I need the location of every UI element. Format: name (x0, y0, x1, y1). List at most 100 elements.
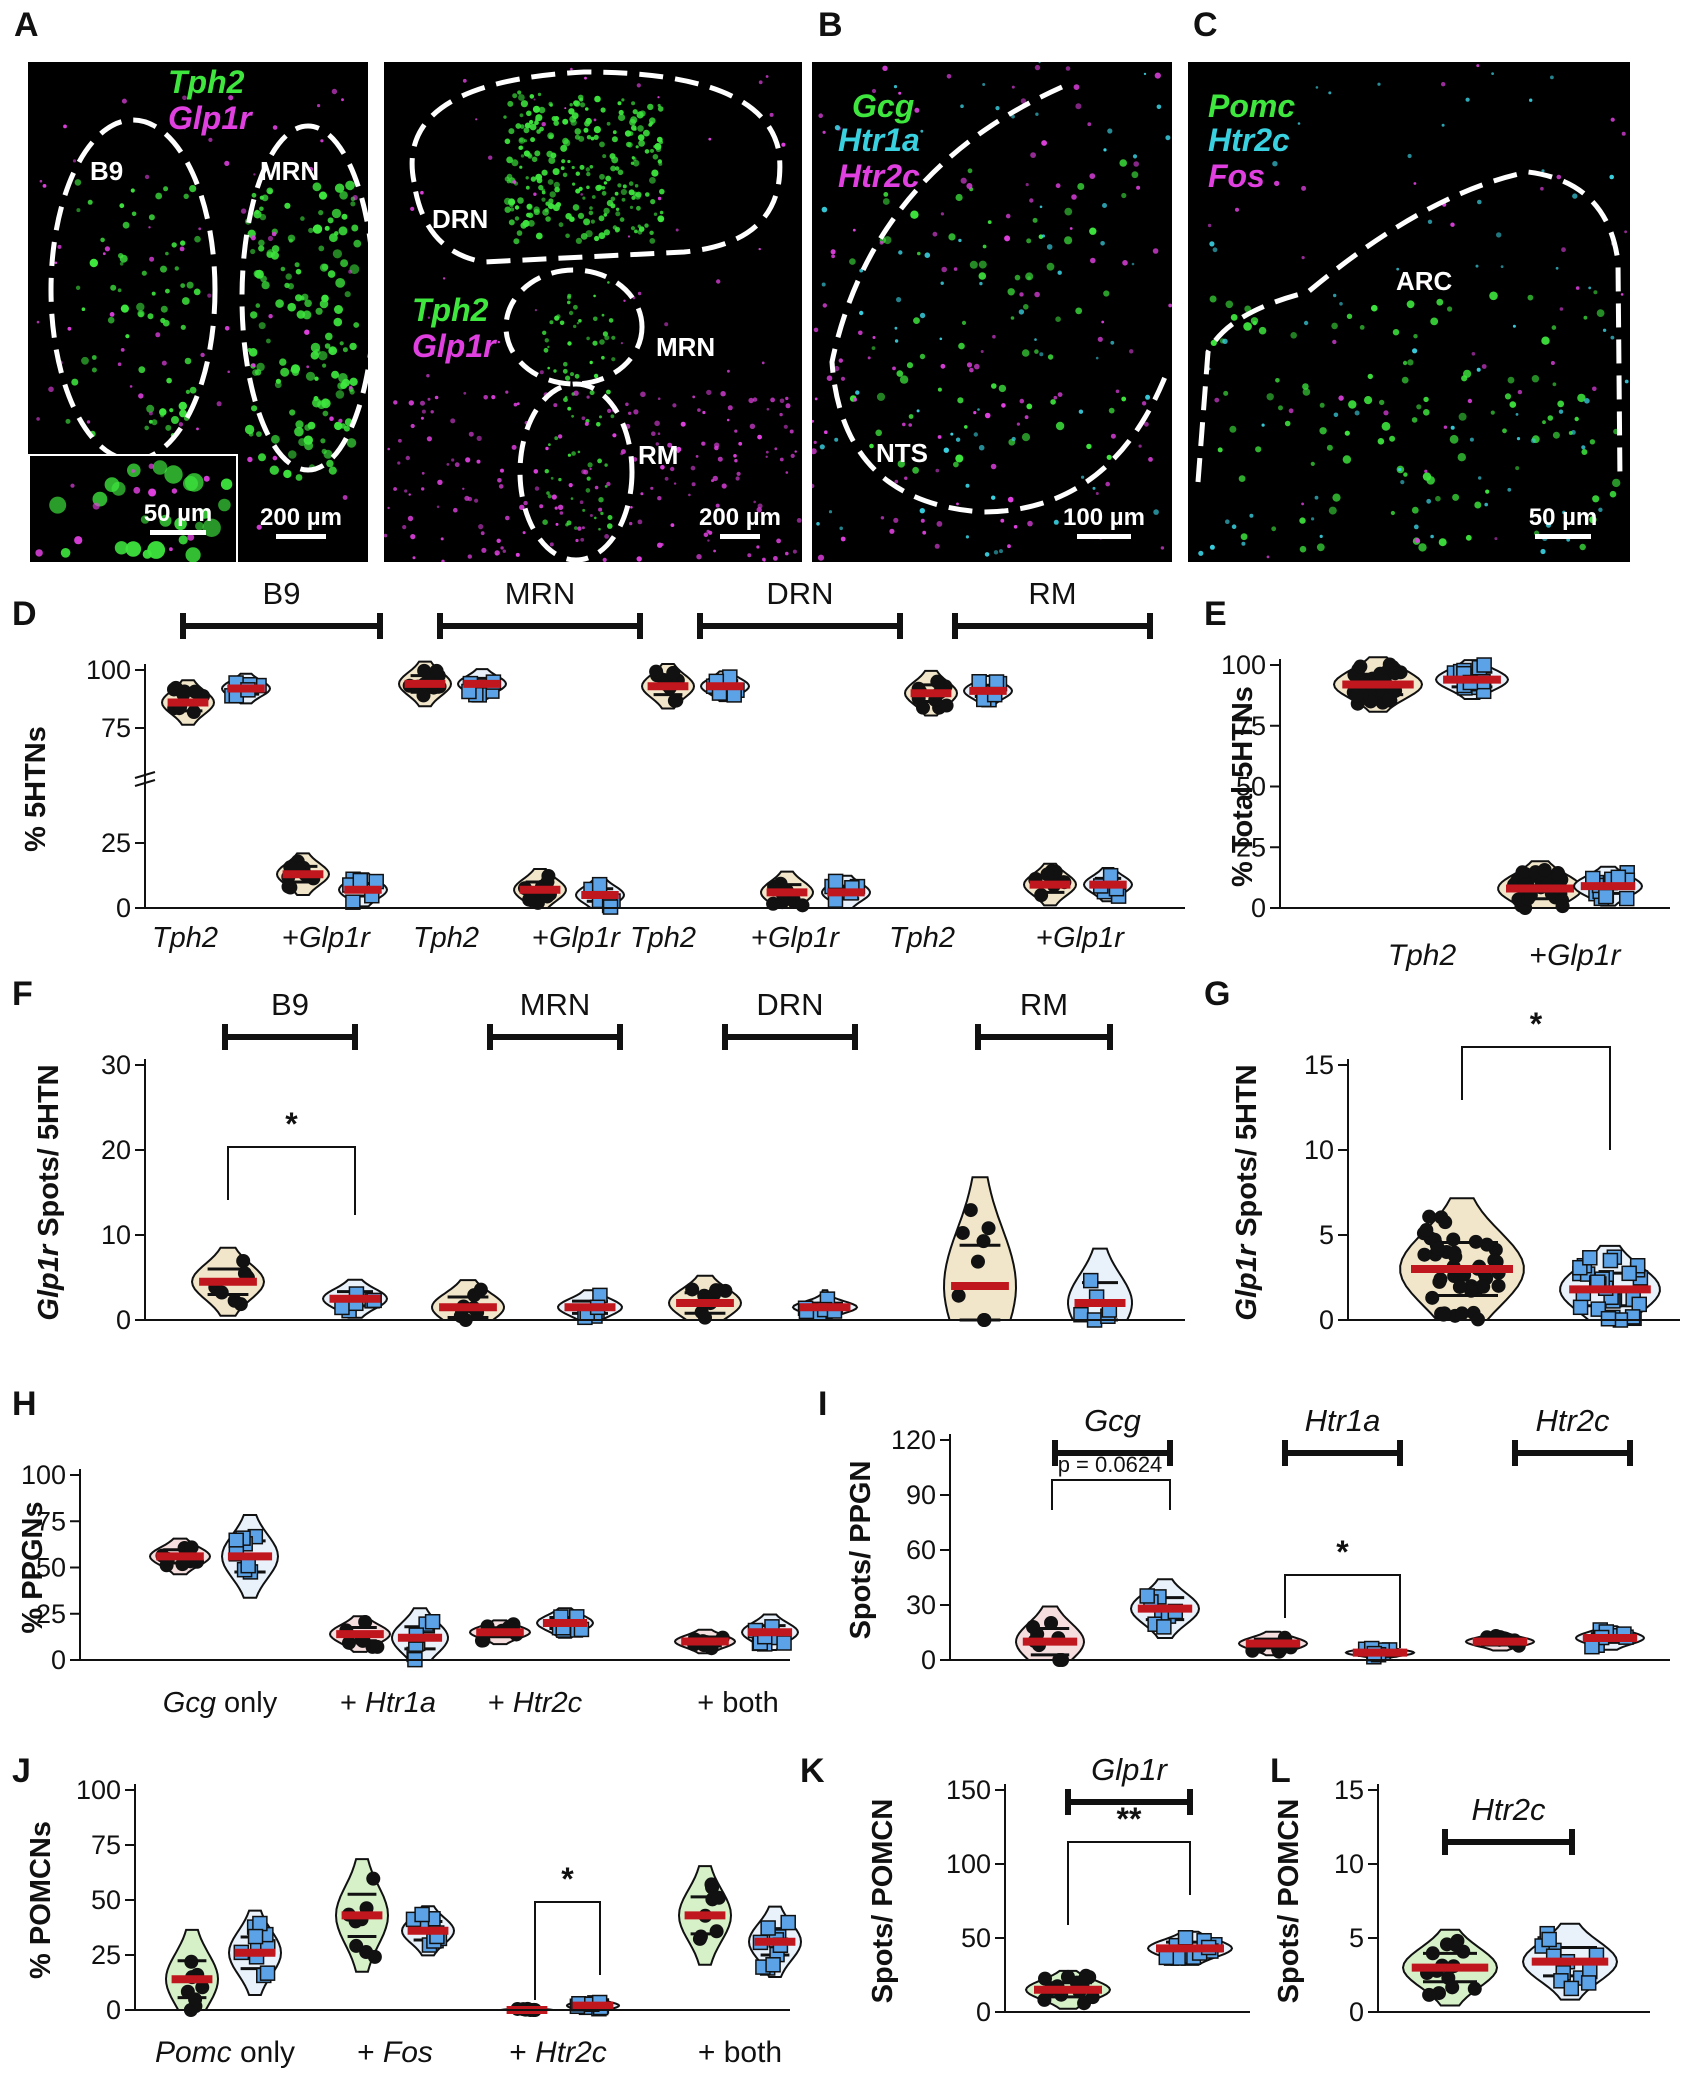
signal-dot (602, 154, 607, 159)
signal-dot (178, 422, 184, 427)
data-point (1044, 1615, 1059, 1630)
signal-dot (335, 390, 345, 399)
signal-dot (600, 511, 604, 516)
region-outline-drn (409, 69, 783, 265)
signal-dot (1046, 244, 1053, 250)
signal-dot (955, 193, 963, 202)
signal-dot (588, 210, 594, 216)
signal-dot (762, 557, 766, 562)
signal-dot (834, 125, 840, 131)
signal-dot (585, 230, 593, 238)
signal-dot (840, 376, 846, 381)
signal-dot (589, 206, 593, 210)
signal-dot (558, 477, 562, 482)
signal-dot (1529, 98, 1533, 102)
signal-dot (1389, 435, 1396, 442)
data-point (1158, 1949, 1175, 1966)
signal-dot (559, 320, 565, 326)
signal-dot (1574, 416, 1579, 422)
signal-dot (481, 547, 487, 553)
signal-dot (607, 515, 613, 520)
signal-dot (871, 346, 876, 350)
signal-dot (541, 169, 548, 176)
signal-dot (637, 291, 642, 296)
signal-dot (1558, 409, 1564, 414)
y-axis-label: Spots/ PPGN (845, 1461, 877, 1640)
signal-dot (427, 397, 431, 401)
signal-dot (604, 485, 608, 488)
signal-dot (202, 518, 221, 537)
signal-dot (529, 119, 534, 125)
signal-dot (680, 421, 686, 427)
signal-dot (1038, 62, 1041, 64)
signal-dot (1034, 291, 1040, 298)
signal-dot (603, 181, 608, 185)
x-tick-label: +Glp1r (751, 922, 840, 954)
scale-label-a2: 200 µm (699, 504, 781, 531)
signal-dot (867, 356, 871, 360)
signal-dot (570, 67, 573, 71)
signal-dot (654, 420, 660, 427)
signal-dot (953, 461, 959, 468)
signal-dot (580, 193, 583, 196)
signal-dot (629, 118, 636, 126)
signal-dot (624, 130, 632, 137)
signal-dot (1301, 502, 1304, 506)
x-tick-label: + Htr1a (340, 1687, 436, 1719)
signal-dot (505, 515, 510, 521)
signal-dot (1541, 169, 1545, 173)
signal-dot (1266, 555, 1270, 559)
signal-dot (110, 284, 117, 291)
signal-dot (505, 390, 509, 394)
signal-dot (620, 452, 624, 456)
signal-dot (1332, 493, 1341, 502)
y-tick-label: 120 (891, 1425, 936, 1455)
signal-dot (559, 511, 564, 515)
signal-dot (518, 94, 525, 101)
signal-dot (334, 183, 345, 193)
signal-dot (183, 126, 186, 130)
signal-dot (967, 168, 973, 174)
signal-dot (554, 506, 558, 510)
signal-dot (715, 503, 720, 508)
y-tick-label: 60 (906, 1535, 936, 1565)
data-point (259, 1965, 276, 1981)
scale-label-b: 100 µm (1063, 504, 1145, 531)
signal-dot (451, 458, 455, 462)
signal-dot (594, 95, 601, 103)
signal-dot (779, 457, 784, 462)
group-label-b9: B9 (263, 576, 301, 611)
signal-dot (821, 282, 826, 287)
signal-dot (148, 488, 157, 497)
signal-dot (351, 224, 359, 232)
signal-dot (1275, 378, 1280, 383)
signal-dot (1301, 256, 1305, 260)
significance-line (1284, 1574, 1401, 1648)
signal-dot (566, 520, 572, 526)
signal-dot (628, 411, 632, 415)
signal-dot (785, 551, 789, 556)
signal-dot (250, 235, 256, 241)
signal-dot (603, 229, 610, 236)
signal-dot (1122, 260, 1128, 266)
signal-dot (858, 330, 863, 336)
signal-dot (338, 418, 343, 423)
signal-dot (610, 196, 616, 202)
signal-dot (1333, 293, 1337, 298)
data-point (1464, 1283, 1479, 1298)
signal-dot (727, 369, 730, 373)
signal-dot (517, 197, 524, 204)
signal-dot (542, 209, 549, 216)
signal-dot (251, 363, 256, 368)
signal-dot (541, 190, 546, 195)
signal-dot (195, 521, 204, 531)
signal-dot (609, 153, 616, 160)
y-tick-label: 20 (101, 1135, 131, 1165)
signal-dot (936, 521, 943, 527)
x-tick-label: Tph2 (1388, 939, 1457, 972)
signal-dot (1326, 444, 1333, 451)
signal-dot (474, 498, 479, 503)
signal-dot (579, 97, 584, 102)
signal-dot (579, 500, 584, 505)
signal-dot (606, 389, 611, 395)
